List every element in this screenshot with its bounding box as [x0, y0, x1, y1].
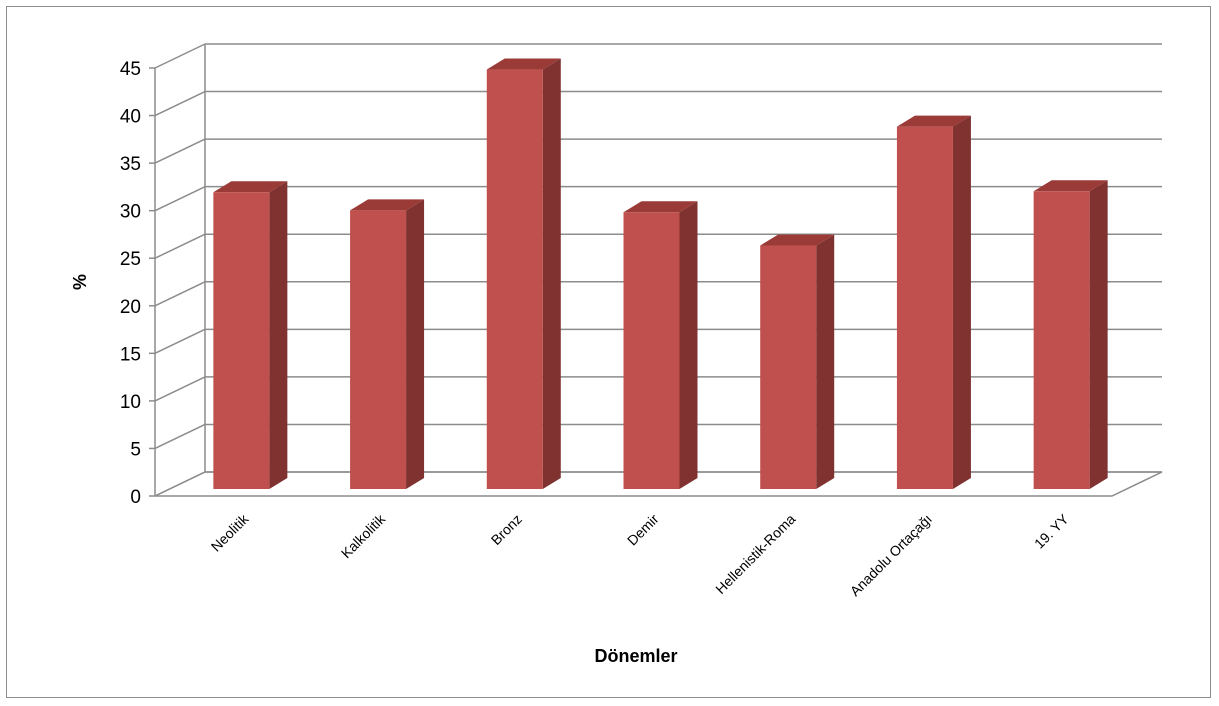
- bar-Demir: [623, 201, 698, 489]
- y-tick-labels: 0 5 10 15 20 25 30 35 40 45: [120, 59, 141, 508]
- bar-front: [350, 210, 407, 489]
- bar-Kalkolitik: [350, 199, 425, 489]
- bar-front: [896, 126, 953, 490]
- bar-front: [623, 212, 680, 489]
- gridline-diag-30: [154, 185, 206, 212]
- bar-top: [760, 234, 835, 246]
- x-tick-label: Neolitik: [208, 510, 252, 554]
- bar-side: [406, 199, 425, 489]
- bar-side: [1089, 180, 1108, 489]
- x-tick-label: Anadolu Ortaçağı: [847, 511, 935, 599]
- gridline-diag-5: [154, 423, 206, 450]
- axes: [149, 44, 1163, 497]
- y-tick-label: 20: [120, 297, 141, 318]
- y-tick-label: 5: [130, 439, 141, 460]
- bar-top: [1033, 180, 1108, 192]
- bar-Hellenistik-Roma: [760, 234, 835, 489]
- bar-top: [896, 115, 971, 127]
- bar-side: [542, 58, 561, 490]
- bar-top: [350, 199, 425, 211]
- gridline-diag-20: [154, 281, 206, 307]
- bar-Anadolu Ortaçağı: [896, 115, 971, 490]
- y-tick-label: 15: [120, 344, 141, 365]
- x-tick-label: Demir: [624, 511, 662, 549]
- bar-top: [623, 201, 698, 213]
- bar-top: [213, 181, 288, 193]
- y-tick-label: 30: [120, 202, 141, 223]
- bar-front: [486, 69, 543, 489]
- bar-side: [952, 115, 971, 490]
- gridline-diag-10: [154, 376, 206, 402]
- y-tick-label: 45: [120, 59, 141, 80]
- bar-19. YY: [1033, 180, 1108, 489]
- bar-side: [816, 234, 835, 489]
- y-axis-title: %: [70, 274, 90, 290]
- x-axis-title: Dönemler: [594, 646, 677, 666]
- bar-Bronz: [486, 58, 561, 490]
- x-tick-label: Hellenistik-Roma: [712, 511, 798, 597]
- gridline-diag-40: [154, 90, 206, 117]
- bar-side: [269, 181, 288, 489]
- bar-Neolitik: [213, 181, 288, 489]
- y-tick-label: 25: [120, 249, 141, 270]
- gridline-diag-45: [154, 43, 206, 69]
- y-tick-label: 0: [130, 487, 141, 508]
- y-tick-label: 35: [120, 154, 141, 175]
- gridline-diag-15: [154, 328, 206, 355]
- y-tick-label: 40: [120, 107, 141, 128]
- y-tick-label: 10: [120, 392, 141, 413]
- gridline-diag-35: [154, 138, 206, 164]
- bar-side: [679, 201, 698, 489]
- x-tick-labels: Neolitik Kalkolitik Bronz Demir Hellenistik-…: [208, 510, 1073, 599]
- gridline-diag-25: [154, 233, 206, 259]
- x-tick-label: Bronz: [488, 511, 525, 548]
- bar-top: [486, 58, 561, 70]
- bar-front: [760, 245, 817, 489]
- x-tick-label: 19. YY: [1031, 510, 1072, 551]
- floor: [154, 471, 1163, 497]
- chart-frame: [6, 6, 1211, 698]
- bar-front: [1033, 191, 1090, 489]
- bars: [213, 58, 1108, 490]
- bar-front: [213, 192, 270, 489]
- x-tick-label: Kalkolitik: [338, 510, 389, 561]
